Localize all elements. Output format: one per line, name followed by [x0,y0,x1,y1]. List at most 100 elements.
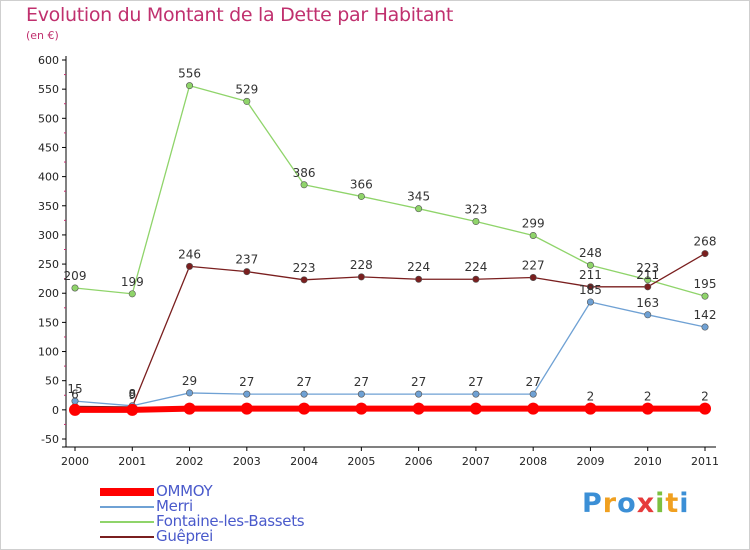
x-tick-label: 2004 [290,455,318,468]
series-line-ommoy [75,405,705,413]
chart-subtitle: (en €) [26,29,59,42]
x-tick-label: 2002 [176,455,204,468]
data-label: 2 [701,390,709,404]
data-label: 323 [464,203,487,217]
data-point [186,389,194,397]
data-label: 8 [128,387,136,401]
logo-letter: t [665,488,680,519]
data-label: 195 [694,277,717,291]
data-label: 211 [636,268,659,282]
x-tick-label: 2009 [576,455,604,468]
data-point [472,275,480,283]
data-point [699,402,711,415]
data-point [243,390,251,398]
proxiti-logo: Proxiti [582,488,690,519]
data-label: 27 [411,375,426,389]
data-point [243,97,251,105]
data-point [472,218,480,226]
x-tick-label: 2010 [634,455,662,468]
data-label: 29 [182,374,197,388]
data-point [529,273,537,281]
data-point [529,390,537,398]
data-point [243,268,251,276]
data-label: 2 [587,390,595,404]
data-label: 209 [64,269,87,283]
data-label: 27 [239,375,254,389]
data-point [300,390,308,398]
logo-letter: x [636,488,656,519]
legend-label: Guêprei [156,527,214,545]
data-point [586,298,594,306]
data-label: 15 [67,382,82,396]
y-tick-label: 150 [38,316,59,329]
data-label: 27 [468,375,483,389]
data-label: 211 [579,268,602,282]
data-point [298,402,311,415]
data-point [701,323,709,331]
data-point [69,403,81,416]
data-point [584,402,597,415]
legend-swatch [100,536,154,538]
data-label: 223 [293,261,316,275]
legend-label: Fontaine-les-Bassets [156,512,305,530]
data-label: 142 [694,308,717,322]
data-label: 227 [522,258,545,272]
data-point [644,276,652,284]
data-point [128,290,136,298]
data-label: 27 [296,375,311,389]
y-tick-label: 50 [45,375,59,388]
data-point [701,292,709,300]
data-point [586,283,594,291]
y-tick-label: 400 [38,171,59,184]
data-label: 345 [407,190,430,204]
logo-letter: i [679,488,690,519]
x-tick-label: 2006 [405,455,433,468]
data-point [357,273,365,281]
y-tick-label: 500 [38,112,59,125]
data-label: 268 [694,235,717,249]
data-label: 299 [522,217,545,231]
logo-letter: P [582,488,603,519]
y-tick-label: 0 [52,404,59,417]
data-point [644,311,652,319]
data-point [355,402,368,415]
data-point [527,402,540,415]
data-label: 163 [636,296,659,310]
data-point [701,250,709,258]
y-tick-label: 250 [38,258,59,271]
legend-swatch [100,521,154,523]
data-label: 6 [71,387,79,401]
series-line-gu-prei [74,253,706,408]
data-point [300,276,308,284]
x-tick-label: 2000 [61,455,89,468]
y-tick-label: 300 [38,229,59,242]
legend-swatch [100,506,154,508]
x-tick-label: 2011 [691,455,719,468]
logo-letter: i [655,488,666,519]
data-label: 199 [121,275,144,289]
series-line-fontaine-les-bassets [74,85,706,297]
data-point [186,82,194,90]
data-point [71,284,79,292]
data-label: 9 [128,388,136,402]
data-label: 246 [178,247,201,261]
data-point [644,283,652,291]
data-point [240,402,253,415]
x-tick-label: 2008 [519,455,547,468]
data-point [412,402,425,415]
data-label: 2 [644,390,652,404]
legend-label: Merri [156,497,193,515]
logo-letter: o [617,488,637,519]
data-label: 27 [526,375,541,389]
logo-letter: r [602,488,618,519]
data-point [469,402,482,415]
data-point [183,402,196,415]
legend-label: OMMOY [156,482,213,500]
y-tick-label: 100 [38,346,59,359]
legend-swatch [100,488,154,496]
data-point [415,205,423,213]
data-label: 386 [293,166,316,180]
data-label: 27 [354,375,369,389]
data-label: 248 [579,246,602,260]
